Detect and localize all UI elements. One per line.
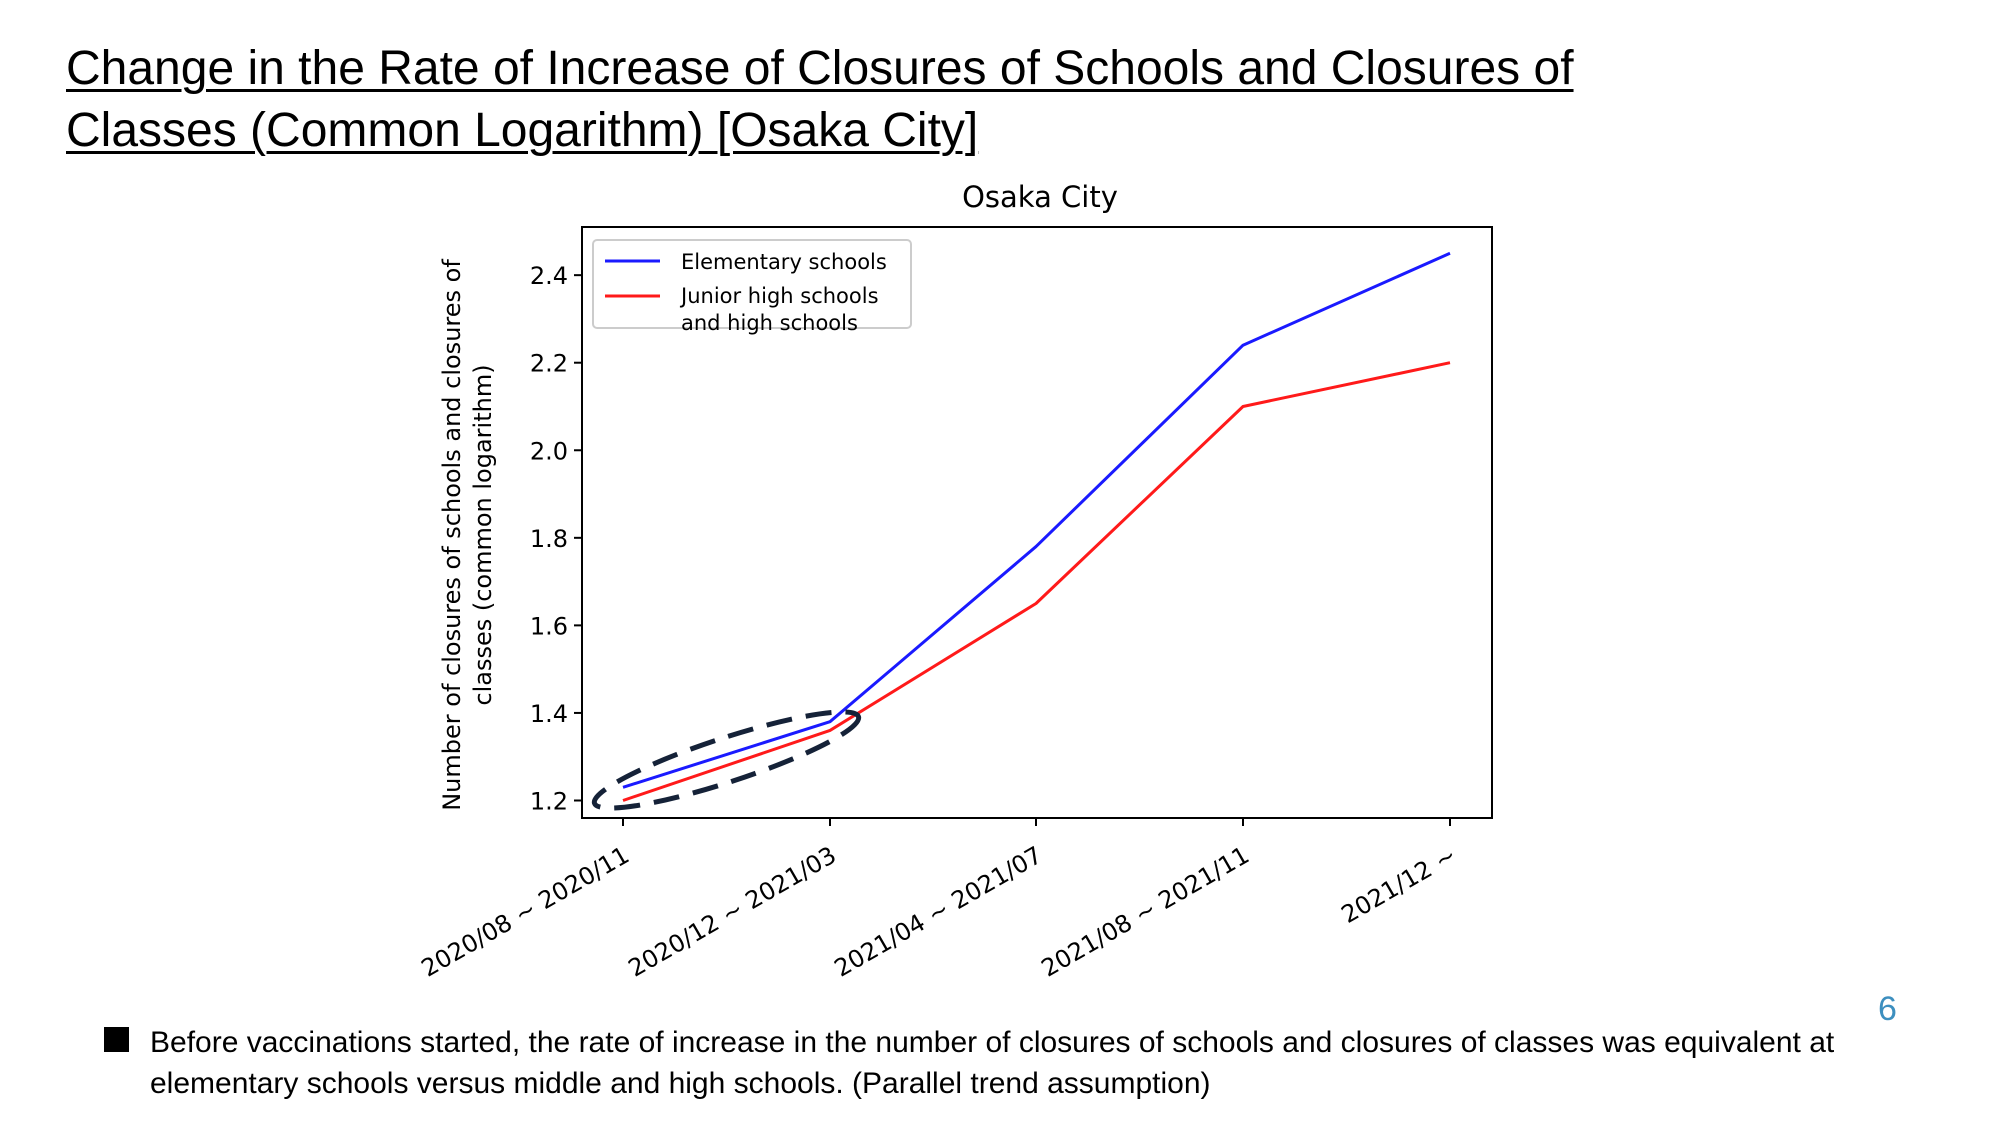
y-tick-label: 1.4: [530, 700, 568, 728]
chart-title: Osaka City: [962, 180, 1118, 214]
y-tick-label: 1.8: [530, 525, 568, 553]
x-tick-label: 2020/08 ~ 2020/11: [417, 841, 634, 983]
page-number: 6: [1878, 990, 1897, 1028]
y-tick-label: 2.0: [530, 437, 568, 465]
square-bullet-icon: [104, 1027, 129, 1052]
y-tick-label: 1.2: [530, 787, 568, 815]
y-axis-label-line-2: classes (common logarithm): [469, 364, 497, 705]
legend-label-2: Junior high schools and high schools: [679, 284, 879, 335]
slide-title-line-1: Change in the Rate of Increase of Closur…: [66, 42, 1574, 95]
legend-label-1: Elementary schools: [681, 250, 887, 274]
y-tick-label: 1.6: [530, 612, 568, 640]
series-line-2: [622, 361, 1451, 802]
slide-title-line-2: Classes (Common Logarithm) [Osaka City]: [66, 104, 979, 157]
x-tick-label: 2021/04 ~ 2021/07: [830, 841, 1047, 983]
annotation-dashed-ellipse: [591, 709, 862, 811]
y-tick-label: 2.2: [530, 350, 568, 378]
slide-title: Change in the Rate of Increase of Closur…: [66, 38, 1574, 162]
y-axis-label-line-1: Number of closures of schools and closur…: [438, 259, 466, 811]
y-tick-label: 2.4: [530, 262, 568, 290]
x-tick-label: 2021/12 ~: [1337, 841, 1461, 929]
x-tick-label: 2021/08 ~ 2021/11: [1037, 841, 1254, 983]
series-line-1: [622, 251, 1451, 789]
footnote: Before vaccinations started, the rate of…: [104, 1022, 1910, 1104]
legend-box: [592, 239, 912, 329]
x-tick-label: 2020/12 ~ 2021/03: [624, 841, 841, 983]
footnote-text: Before vaccinations started, the rate of…: [150, 1026, 1835, 1100]
